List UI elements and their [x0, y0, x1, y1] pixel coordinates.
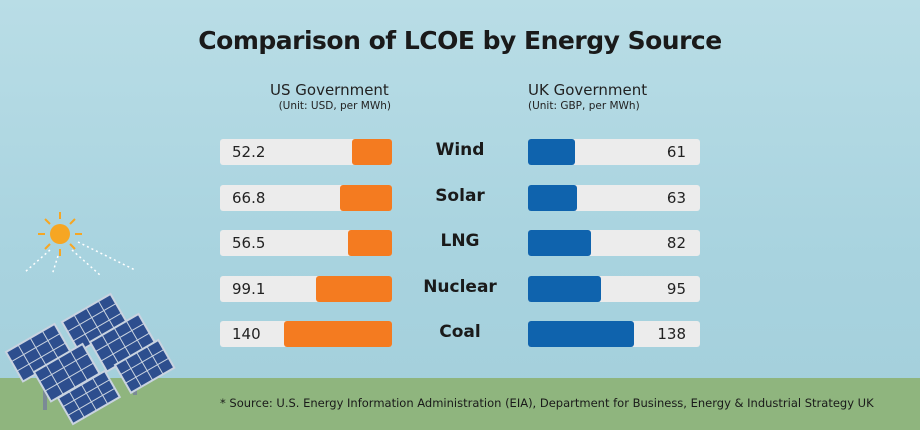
uk-header-title: UK Government — [528, 81, 648, 99]
us-header: US Government (Unit: USD, per MWh) — [270, 81, 391, 112]
category-label-lng: LNG — [440, 231, 480, 251]
us-value-lng: 56.5 — [232, 234, 266, 252]
uk-bar-wind — [528, 139, 576, 165]
us-bar-coal — [284, 321, 392, 347]
chart-title: Comparison of LCOE by Energy Source — [198, 26, 722, 55]
uk-header-unit: (Unit: GBP, per MWh) — [528, 100, 640, 112]
us-bar-solar — [340, 185, 392, 211]
uk-header: UK Government (Unit: GBP, per MWh) — [528, 81, 647, 112]
uk-value-wind: 61 — [666, 143, 686, 161]
us-value-coal: 140 — [232, 325, 261, 343]
us-value-nuclear: 99.1 — [232, 280, 266, 298]
us-value-wind: 52.2 — [232, 143, 266, 161]
uk-value-nuclear: 95 — [666, 280, 686, 298]
uk-bar-solar — [528, 185, 577, 211]
category-label-solar: Solar — [435, 186, 485, 206]
us-bar-lng — [348, 230, 392, 256]
uk-bar-lng — [528, 230, 592, 256]
uk-value-solar: 63 — [666, 189, 686, 207]
uk-bar-coal — [528, 321, 635, 347]
sun-icon — [24, 212, 136, 276]
uk-bar-nuclear — [528, 276, 602, 302]
us-header-title: US Government — [270, 81, 389, 99]
uk-value-lng: 82 — [666, 234, 686, 252]
solar-panels-icon — [4, 292, 176, 426]
us-bar-nuclear — [315, 276, 392, 302]
source-note: * Source: U.S. Energy Information Admini… — [220, 396, 874, 410]
uk-value-coal: 138 — [657, 325, 686, 343]
us-header-unit: (Unit: USD, per MWh) — [278, 100, 391, 112]
category-label-coal: Coal — [439, 322, 481, 342]
category-label-nuclear: Nuclear — [423, 277, 497, 297]
us-value-solar: 66.8 — [232, 189, 266, 207]
ground-strip — [0, 378, 920, 430]
us-bar-wind — [351, 139, 392, 165]
category-label-wind: Wind — [435, 140, 485, 160]
